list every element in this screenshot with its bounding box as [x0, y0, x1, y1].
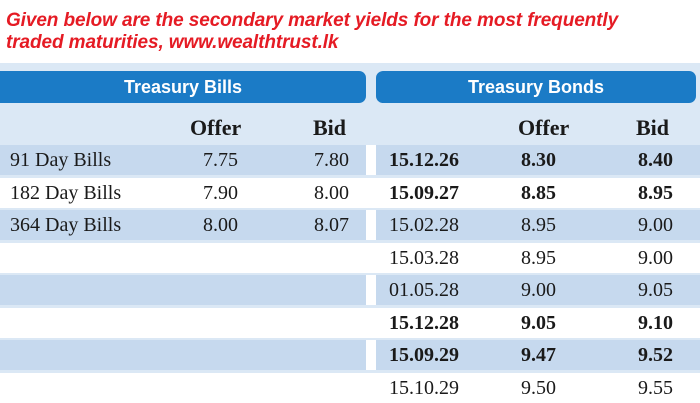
bond-bid: 9.05 [638, 279, 673, 301]
bill-offer: 7.90 [203, 181, 238, 204]
yields-table: Treasury Bills Treasury Bonds Offer Bid … [0, 63, 700, 403]
caption-line-1: Given below are the secondary market yie… [6, 10, 619, 31]
table-row: 01.05.28 9.00 9.05 [0, 275, 700, 305]
table-row: 182 Day Bills 7.90 8.00 15.09.27 8.85 8.95 [0, 177, 700, 208]
bond-offer: 9.00 [521, 279, 556, 301]
bond-bid: 8.40 [638, 149, 673, 171]
bond-bid: 9.52 [638, 344, 673, 366]
bills-offer-header: Offer [190, 115, 242, 140]
table-row: 15.12.28 9.05 9.10 [0, 307, 700, 338]
bond-maturity: 15.10.29 [389, 376, 459, 399]
bond-offer: 8.95 [521, 214, 556, 236]
bill-bid: 8.00 [314, 181, 349, 204]
bond-offer: 8.85 [521, 181, 556, 204]
bond-offer: 9.05 [521, 311, 556, 334]
bond-maturity: 15.09.29 [389, 344, 459, 366]
table-row: 15.03.28 8.95 9.00 [0, 242, 700, 273]
table-row: 15.10.29 9.50 9.55 [0, 372, 700, 403]
bond-maturity: 15.03.28 [389, 246, 459, 269]
bond-maturity: 15.12.28 [389, 311, 459, 334]
treasury-bonds-header: Treasury Bonds [376, 71, 696, 103]
bill-name: 182 Day Bills [10, 181, 122, 204]
bond-bid: 9.10 [638, 311, 673, 334]
bond-offer: 9.50 [521, 376, 556, 399]
treasury-bills-header: Treasury Bills [0, 71, 366, 103]
table-row: 91 Day Bills 7.75 7.80 15.12.26 8.30 8.40 [0, 145, 700, 175]
caption: Given below are the secondary market yie… [6, 10, 696, 54]
bond-bid: 9.55 [638, 376, 673, 399]
bonds-offer-header: Offer [518, 115, 570, 140]
bill-offer: 8.00 [203, 214, 238, 236]
table-row: 15.09.29 9.47 9.52 [0, 340, 700, 370]
bill-offer: 7.75 [203, 149, 238, 171]
bonds-bid-header: Bid [636, 115, 670, 140]
bill-name: 91 Day Bills [10, 149, 112, 171]
bond-bid: 9.00 [638, 214, 673, 236]
bond-maturity: 15.12.26 [389, 149, 459, 171]
bond-offer: 8.30 [521, 149, 556, 171]
bill-bid: 7.80 [314, 149, 349, 171]
bond-offer: 8.95 [521, 246, 556, 269]
bond-bid: 8.95 [638, 181, 673, 204]
bill-name: 364 Day Bills [10, 214, 122, 236]
bond-maturity: 01.05.28 [389, 279, 459, 301]
bond-bid: 9.00 [638, 246, 673, 269]
bond-maturity: 15.09.27 [389, 181, 459, 204]
table-row: 364 Day Bills 8.00 8.07 15.02.28 8.95 9.00 [0, 210, 700, 240]
bond-offer: 9.47 [521, 344, 556, 366]
bill-bid: 8.07 [314, 214, 349, 236]
caption-line-2: traded maturities, www.wealthtrust.lk [6, 32, 339, 53]
bills-bid-header: Bid [313, 115, 347, 140]
bond-maturity: 15.02.28 [389, 214, 459, 236]
